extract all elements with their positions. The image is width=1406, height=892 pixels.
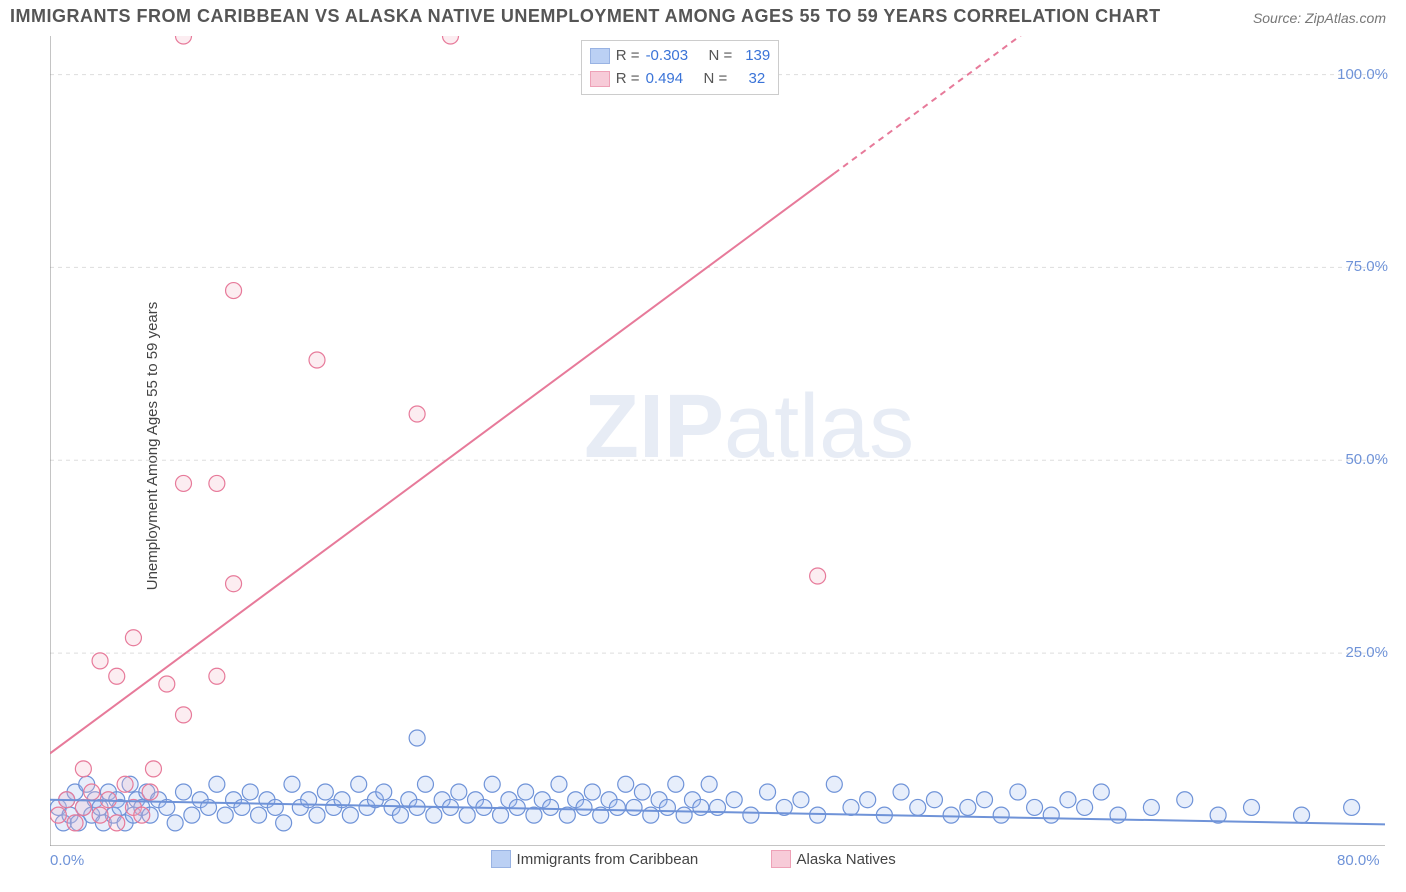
scatter-plot: [50, 36, 1385, 846]
y-tick-label: 100.0%: [1337, 66, 1388, 83]
x-tick-label: 0.0%: [50, 852, 84, 869]
legend-item: Alaska Natives: [771, 850, 896, 868]
chart-container: IMMIGRANTS FROM CARIBBEAN VS ALASKA NATI…: [0, 0, 1406, 892]
x-tick-label: 80.0%: [1337, 852, 1380, 869]
legend-item: Immigrants from Caribbean: [491, 850, 699, 868]
y-tick-label: 75.0%: [1345, 258, 1388, 275]
y-tick-label: 25.0%: [1345, 644, 1388, 661]
stats-box: R =-0.303 N =139R =0.494 N =32: [581, 40, 779, 95]
source-label: Source: ZipAtlas.com: [1253, 10, 1386, 26]
chart-title: IMMIGRANTS FROM CARIBBEAN VS ALASKA NATI…: [10, 6, 1161, 27]
y-tick-label: 50.0%: [1345, 451, 1388, 468]
